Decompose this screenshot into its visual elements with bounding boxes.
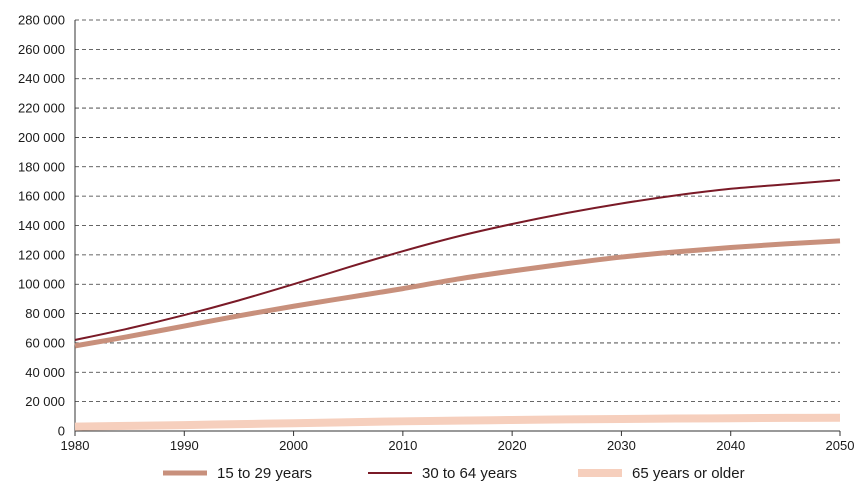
x-tick-label: 2010 xyxy=(388,438,417,453)
y-tick-label: 140 000 xyxy=(18,218,65,233)
series-lines xyxy=(74,178,841,431)
legend-item-15-to-29-years: 15 to 29 years xyxy=(163,465,312,482)
x-tick-label: 2000 xyxy=(279,438,308,453)
y-tick-label: 220 000 xyxy=(18,101,65,116)
y-tick-label: 200 000 xyxy=(18,130,65,145)
y-tick-label: 100 000 xyxy=(18,277,65,292)
y-tick-label: 260 000 xyxy=(18,42,65,57)
axes: 0 20 000 40 000 60 000 80 000 100 000 120 000 1… xyxy=(18,13,854,454)
x-tick-label: 2050 xyxy=(826,438,855,453)
legend-item-65-years-or-older: 65 years or older xyxy=(578,465,745,482)
y-tick-label: 40 000 xyxy=(25,365,65,380)
x-tick-label: 1980 xyxy=(61,438,90,453)
x-tick-label: 2040 xyxy=(716,438,745,453)
y-tick-label: 60 000 xyxy=(25,335,65,350)
legend-item-30-to-64-years: 30 to 64 years xyxy=(368,465,517,482)
y-tick-label: 120 000 xyxy=(18,247,65,262)
x-tick-label: 2030 xyxy=(607,438,636,453)
legend-label: 65 years or older xyxy=(632,465,745,482)
series-line-65-years-or-older xyxy=(74,413,841,431)
y-tick-label: 180 000 xyxy=(18,159,65,174)
y-tick-label: 20 000 xyxy=(25,394,65,409)
legend-label: 30 to 64 years xyxy=(422,465,517,482)
legend-label: 15 to 29 years xyxy=(217,465,312,482)
y-tick-label: 0 xyxy=(58,424,65,439)
series-line-15-to-29-years xyxy=(74,238,841,349)
y-tick-label: 160 000 xyxy=(18,189,65,204)
x-tick-label: 2020 xyxy=(498,438,527,453)
series-line-30-to-64-years xyxy=(74,178,841,341)
x-tick-label: 1990 xyxy=(170,438,199,453)
y-tick-label: 80 000 xyxy=(25,306,65,321)
y-tick-label: 280 000 xyxy=(18,13,65,28)
gridlines xyxy=(75,19,840,403)
legend: 15 to 29 years 30 to 64 years 65 years or … xyxy=(163,465,745,482)
y-tick-label: 240 000 xyxy=(18,71,65,86)
